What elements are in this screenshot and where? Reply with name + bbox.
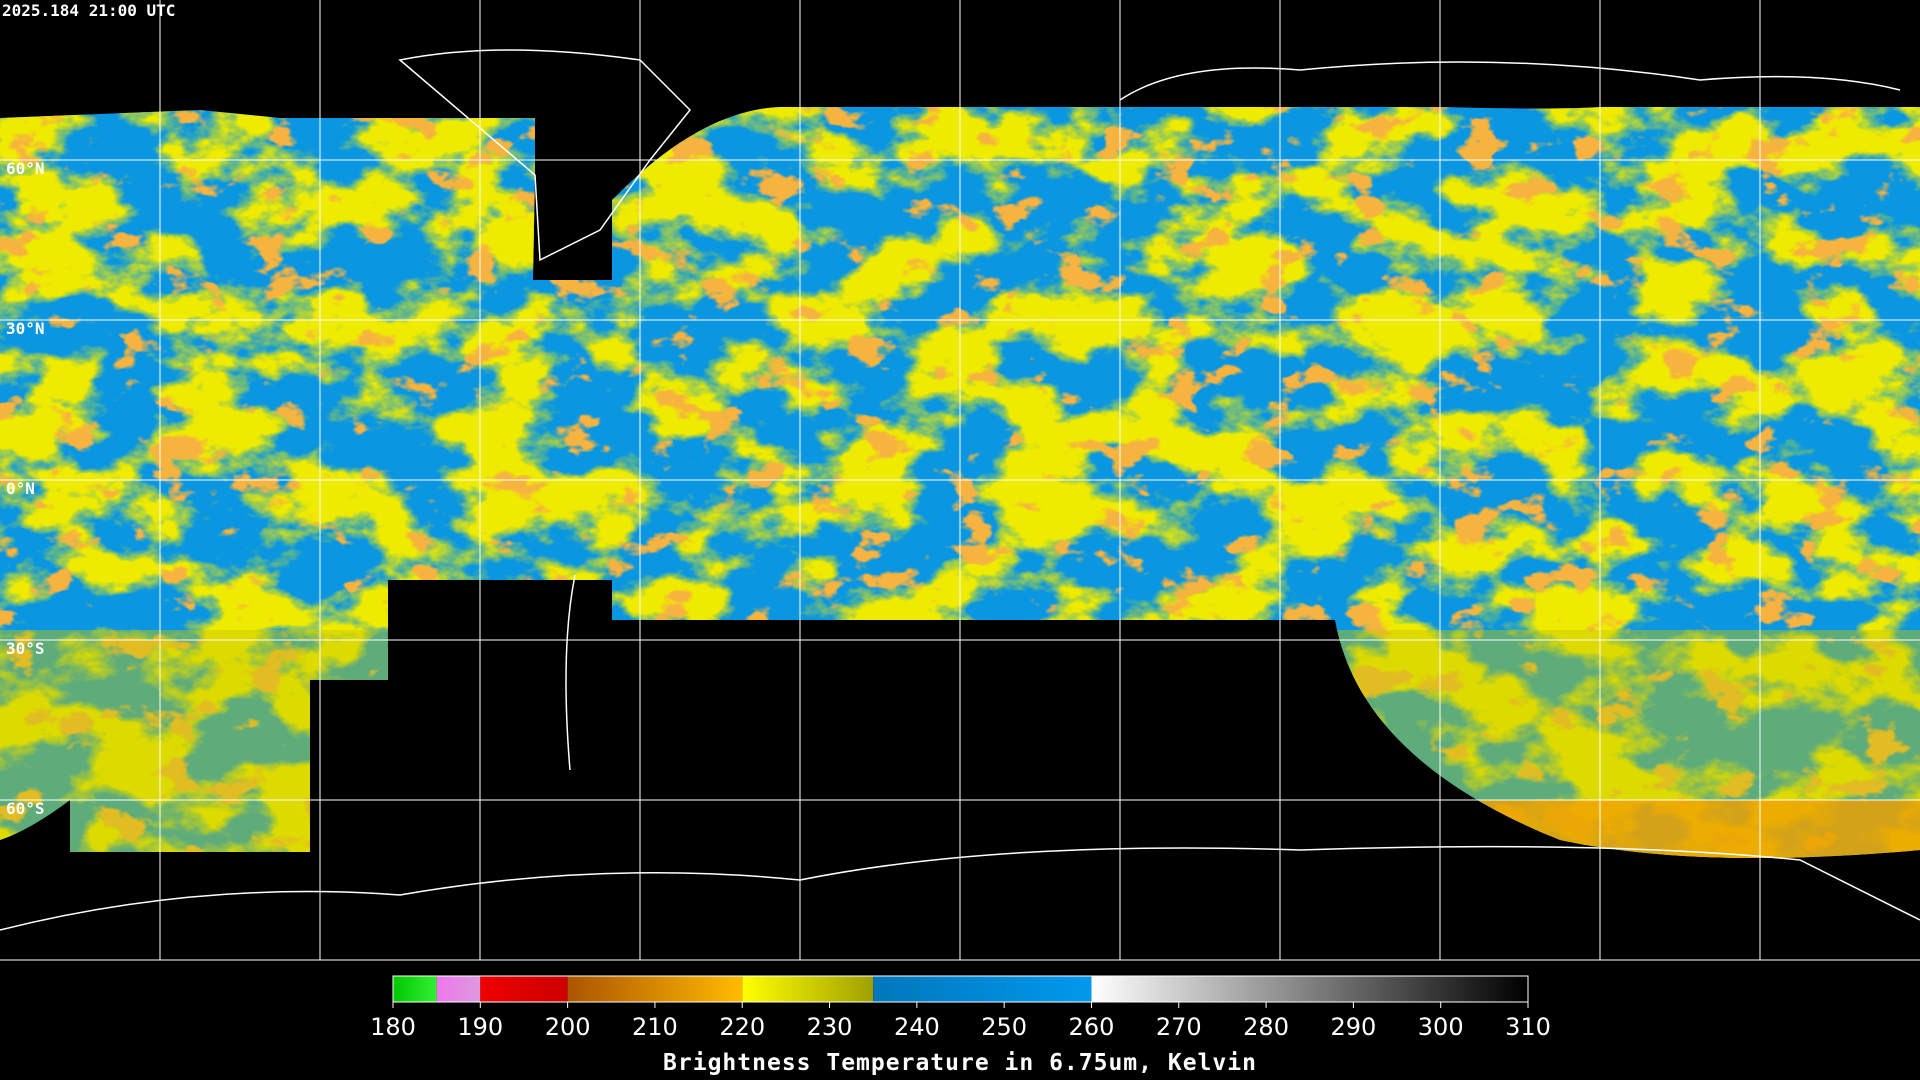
colorbar-tick-label: 180 [370, 1013, 416, 1041]
colorbar-tick-label: 250 [981, 1013, 1027, 1041]
colorbar-tick-label: 290 [1330, 1013, 1376, 1041]
colorbar-tick-label: 200 [545, 1013, 591, 1041]
colorbar-tick-label: 220 [719, 1013, 765, 1041]
latitude-label: 30°N [6, 319, 45, 338]
latitude-label: 30°S [6, 639, 45, 658]
colorbar-segment [873, 976, 1092, 1002]
colorbar-tick-label: 300 [1418, 1013, 1464, 1041]
latitude-label: 60°N [6, 159, 45, 178]
colorbar-tick-label: 310 [1505, 1013, 1551, 1041]
colorbar-segment [567, 976, 743, 1002]
colorbar-segment [480, 976, 568, 1002]
latitude-label: 60°S [6, 799, 45, 818]
colorbar-tick-label: 210 [632, 1013, 678, 1041]
colorbar-tick-label: 260 [1069, 1013, 1115, 1041]
colorbar-segment [436, 976, 481, 1002]
colorbar-frame [392, 975, 1529, 1003]
colorbar-tick-label: 230 [807, 1013, 853, 1041]
latitude-labels: 60°N 30°N 0°N 30°S 60°S [6, 159, 45, 818]
colorbar-segment [742, 976, 874, 1002]
latitude-label: 0°N [6, 479, 35, 498]
colorbar: 180 190 200 210 220 230 240 250 260 270 280 290 300 3… [370, 975, 1551, 1041]
colorbar-segment [393, 976, 437, 1002]
colorbar-title: Brightness Temperature in 6.75um, Kelvin [663, 1050, 1257, 1076]
colorbar-tick-label: 190 [457, 1013, 503, 1041]
colorbar-tick-label: 240 [894, 1013, 940, 1041]
graticule [0, 0, 1920, 961]
colorbar-tick-label: 280 [1243, 1013, 1289, 1041]
colorbar-segment [1091, 976, 1528, 1002]
timestamp: 2025.184 21:00 UTC [2, 1, 175, 20]
colorbar-tick-label: 270 [1156, 1013, 1202, 1041]
